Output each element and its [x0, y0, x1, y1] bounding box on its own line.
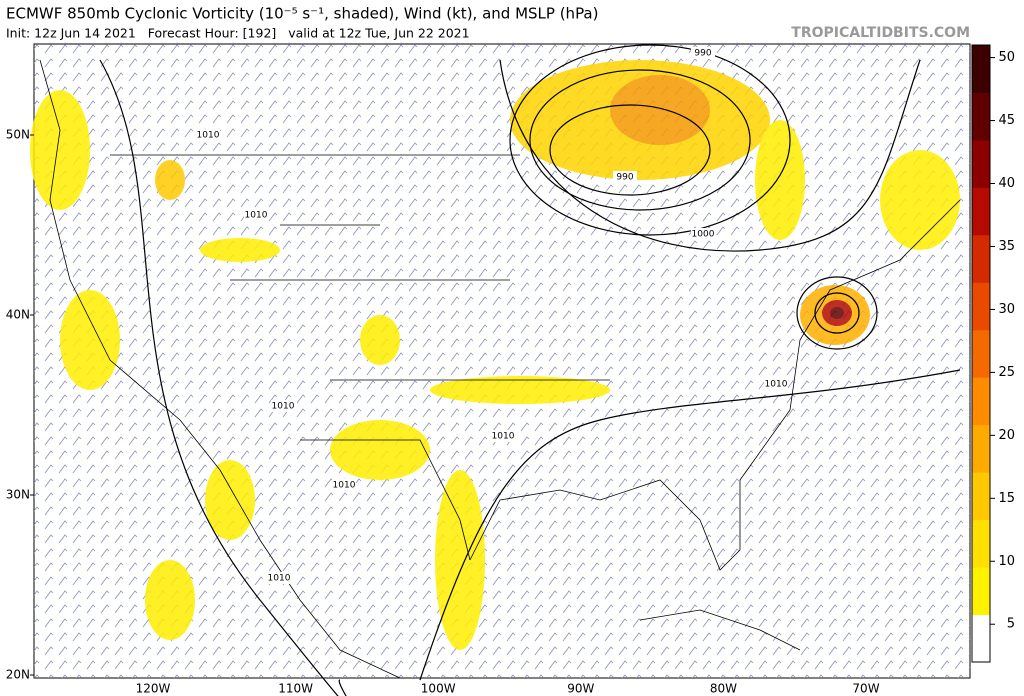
colorbar-segment: [972, 92, 990, 141]
colorbar-segment: [972, 187, 990, 236]
colorbar-segment: [972, 424, 990, 473]
isobar-label-bg: [613, 171, 637, 183]
lon-label: 110W: [278, 682, 313, 696]
subtitle: Init: 12z Jun 14 2021 Forecast Hour: [19…: [6, 26, 470, 41]
colorbar-tick-label: 40: [998, 176, 1015, 191]
isobar-label-bg: [332, 479, 356, 491]
lon-label: 70W: [852, 682, 879, 696]
lat-label: 20N: [6, 668, 30, 682]
map: 990 990 1000 1010 1010 1010 1010 1010 1010 1010: [30, 43, 971, 696]
colorbar-segment: [972, 567, 990, 616]
isobar-label-bg: [271, 400, 295, 412]
colorbar-tick-label: 50: [998, 50, 1015, 65]
isobar-label-bg: [267, 572, 291, 584]
title: ECMWF 850mb Cyclonic Vorticity (10⁻⁵ s⁻¹…: [6, 5, 598, 23]
isobar-label-bg: [691, 47, 715, 59]
boundaries: [39, 59, 961, 679]
lat-label: 40N: [6, 308, 30, 322]
colorbar-segment: [972, 282, 990, 331]
colorbar-tick-label: 20: [998, 428, 1015, 443]
isobar-label: 1010: [492, 432, 515, 442]
isobar-label: 1010: [245, 211, 268, 221]
isobar-label: 1010: [268, 574, 291, 584]
colorbar-segment: [972, 45, 990, 93]
isobar-label-bg: [244, 209, 268, 221]
colorbar-tick-label: 45: [998, 113, 1015, 128]
lat-label: 30N: [6, 488, 30, 502]
lon-label: 80W: [710, 682, 737, 696]
isobar-label: 1010: [765, 380, 788, 390]
isobar-label: 1010: [197, 131, 220, 141]
lat-label: 50N: [6, 128, 30, 142]
colorbar-segment: [972, 377, 990, 426]
colorbar-tick-label: 35: [998, 239, 1015, 254]
isobar-label: 1000: [692, 230, 715, 240]
isobars: [99, 44, 961, 696]
colorbar-tick-label: 5: [1007, 617, 1015, 632]
colorbar-tick-label: 30: [998, 302, 1015, 317]
colorbar-segment: [972, 614, 990, 663]
colorbar-segment: [972, 329, 990, 378]
colorbar-segment: [972, 519, 990, 568]
colorbar-tick-label: 10: [998, 554, 1015, 569]
isobar-label: 1010: [333, 481, 356, 491]
isobar-label-bg: [691, 228, 715, 240]
colorbar-segment: [972, 139, 990, 188]
lon-label: 100W: [421, 682, 456, 696]
isobar-label: 990: [694, 49, 711, 59]
vorticity-shading: [30, 60, 960, 650]
colorbar-tick-label: 15: [998, 491, 1015, 506]
lon-label: 120W: [136, 682, 171, 696]
isobar-label: 1010: [272, 402, 295, 412]
credit: TROPICALTIDBITS.COM: [791, 25, 970, 41]
lon-label: 90W: [567, 682, 594, 696]
isobar-label-bg: [491, 430, 515, 442]
isobar-label-bg: [764, 378, 788, 390]
colorbar-tick-label: 25: [998, 365, 1015, 380]
colorbar: 5 10 15 20 25 30 35 40 45 50: [971, 44, 1015, 663]
isobar-label: 990: [616, 173, 633, 183]
isobar-label-bg: [196, 129, 220, 141]
colorbar-segment: [972, 234, 990, 283]
colorbar-segment: [972, 472, 990, 521]
